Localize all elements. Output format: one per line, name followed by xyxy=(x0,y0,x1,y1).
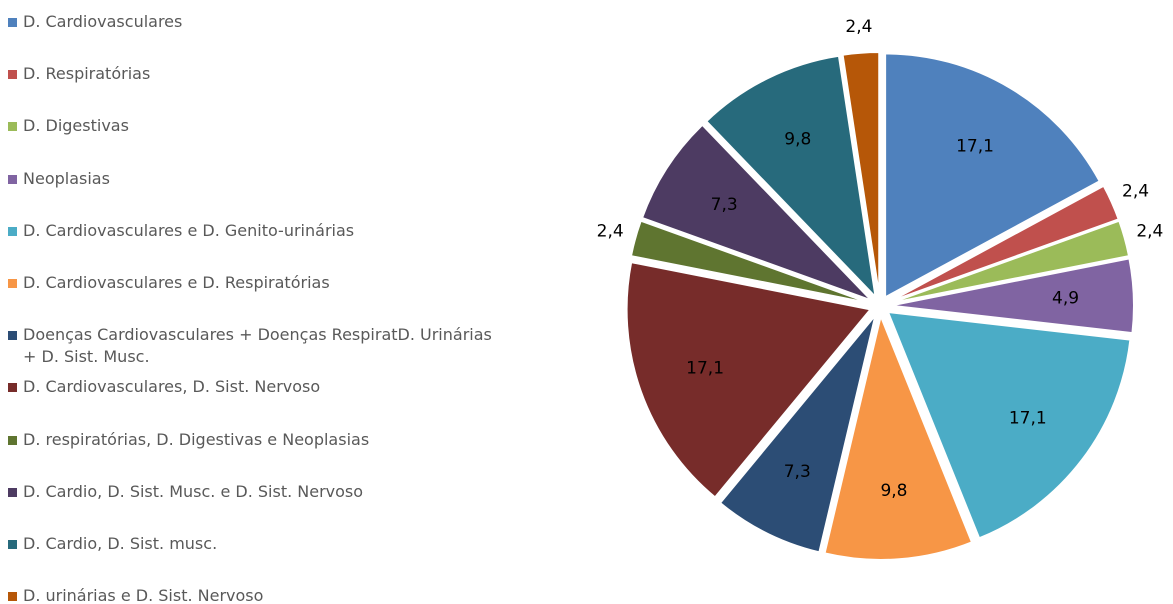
data-label: 17,1 xyxy=(1009,408,1047,428)
legend-item: D. Cardiovasculares e D. Respiratórias xyxy=(8,272,493,294)
data-label: 7,3 xyxy=(784,462,811,482)
data-label: 17,1 xyxy=(686,358,724,378)
legend-item: D. urinárias e D. Sist. Nervoso xyxy=(8,585,493,604)
legend-label: D. Cardiovasculares, D. Sist. Nervoso xyxy=(23,377,321,397)
legend-swatch xyxy=(8,122,17,132)
legend-swatch xyxy=(8,70,17,80)
legend-swatch xyxy=(8,487,17,497)
legend-item: Doenças Cardiovasculares + Doenças Respi… xyxy=(8,324,493,368)
legend-swatch xyxy=(8,383,17,393)
data-label: 2,4 xyxy=(597,221,624,241)
legend-swatch xyxy=(8,540,17,549)
legend-label: D. respiratórias, D. Digestivas e Neopla… xyxy=(23,429,370,449)
legend-swatch xyxy=(8,174,17,184)
data-label: 2,4 xyxy=(1136,221,1163,241)
data-label: 4,9 xyxy=(1052,288,1079,308)
legend-item: D. Cardio, D. Sist. musc. xyxy=(8,533,493,555)
legend-swatch xyxy=(8,18,17,27)
legend-label: D. Cardiovasculares xyxy=(23,12,183,31)
legend-item: D. Cardio, D. Sist. Musc. e D. Sist. Ner… xyxy=(8,481,493,503)
legend-item: D. Cardiovasculares xyxy=(8,11,493,33)
data-label: 9,8 xyxy=(784,130,811,150)
pie-slice xyxy=(841,51,881,297)
legend-swatch xyxy=(8,279,17,288)
legend-label: Doenças Cardiovasculares + Doenças Respi… xyxy=(23,325,492,367)
legend-label: D. Cardio, D. Sist. Musc. e D. Sist. Ner… xyxy=(23,481,364,501)
pie-slice xyxy=(823,312,974,561)
data-label: 2,4 xyxy=(1122,182,1149,202)
legend-item: D. respiratórias, D. Digestivas e Neopla… xyxy=(8,429,493,451)
legend-swatch xyxy=(8,435,17,445)
pie-slice xyxy=(718,314,877,554)
pie-slice xyxy=(629,219,871,305)
data-label: 17,1 xyxy=(956,136,994,156)
data-label: 7,3 xyxy=(711,195,738,215)
legend-label: D. Respiratórias xyxy=(23,64,151,84)
legend-label: D. Cardiovasculares e D. Respiratórias xyxy=(23,273,330,292)
legend-label: D. Digestivas xyxy=(23,116,129,136)
legend-swatch xyxy=(8,331,17,341)
legend-swatch xyxy=(8,592,17,602)
legend-label: Neoplasias xyxy=(23,168,110,188)
pie-slice xyxy=(889,257,1135,335)
legend-item: D. Cardiovasculares e D. Genito-urinária… xyxy=(8,220,493,242)
data-label: 2,4 xyxy=(845,17,872,37)
pie-slice xyxy=(625,260,873,499)
legend-item: Neoplasias xyxy=(8,168,493,190)
data-label: 9,8 xyxy=(880,481,907,501)
legend-swatch xyxy=(8,226,17,236)
legend-item: D. Respiratórias xyxy=(8,63,493,85)
pie-slice xyxy=(889,219,1131,305)
legend-label: D. Cardiovasculares e D. Genito-urinária… xyxy=(23,220,355,240)
legend-item: D. Cardiovasculares, D. Sist. Nervoso xyxy=(8,376,493,398)
pie-slice xyxy=(640,123,873,302)
legend-label: D. urinárias e D. Sist. Nervoso xyxy=(23,586,264,604)
pie-slice xyxy=(704,54,878,300)
legend-label: D. Cardio, D. Sist. musc. xyxy=(23,534,218,553)
pie-slice xyxy=(886,310,1132,540)
pie-slice xyxy=(884,52,1102,300)
pie-slice xyxy=(888,184,1120,303)
legend-item: D. Digestivas xyxy=(8,115,493,137)
